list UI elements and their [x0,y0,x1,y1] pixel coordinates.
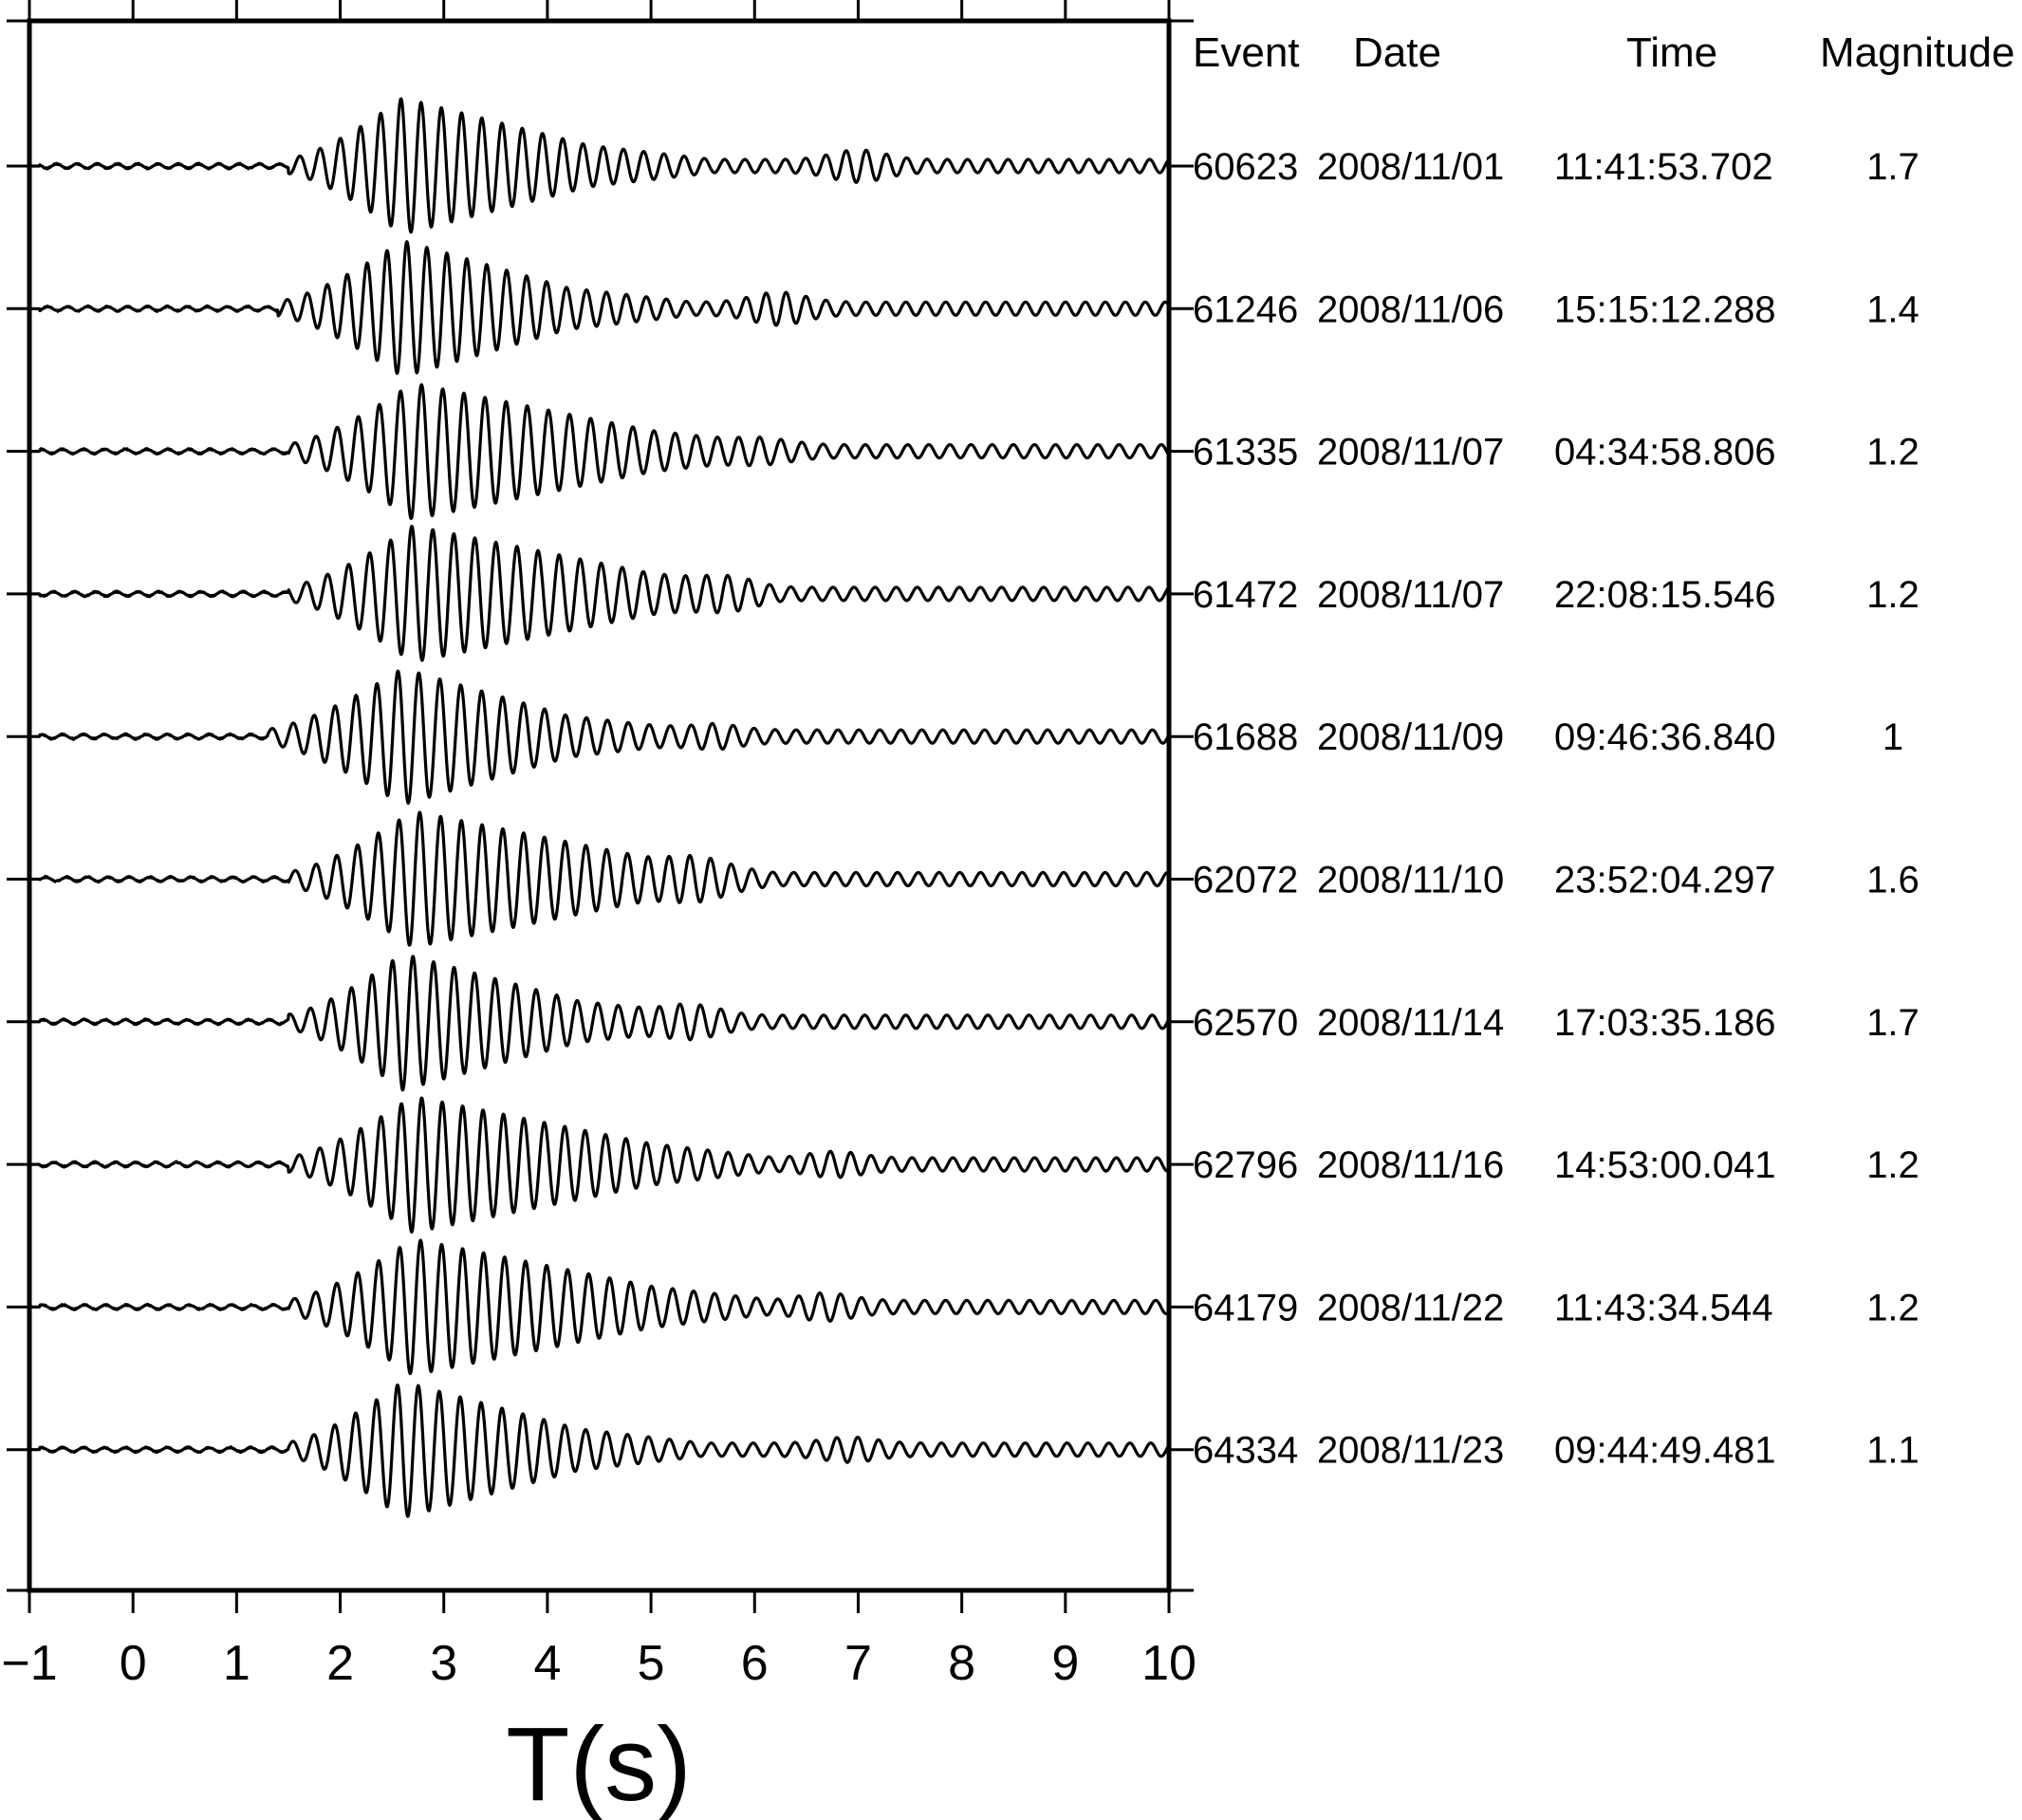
waveform-62570 [28,955,1171,1092]
header-time: Time [1626,29,1717,76]
x-tick-label: 6 [741,1636,769,1691]
waveform-61472 [28,525,1171,662]
cell-date: 2008/11/14 [1317,1002,1504,1044]
cell-event: 61246 [1193,288,1298,330]
cell-event: 62072 [1193,860,1298,901]
cell-event: 64334 [1193,1430,1298,1472]
header-date: Date [1353,29,1441,76]
cell-date: 2008/11/01 [1317,146,1504,188]
x-tick-label: 3 [430,1636,457,1691]
waveform-61246 [28,240,1171,375]
cell-time: 09:46:36.840 [1554,716,1776,758]
x-tick-label: 9 [1051,1636,1079,1691]
cell-date: 2008/11/22 [1317,1287,1504,1328]
cell-magnitude: 1.1 [1866,1430,1920,1472]
x-tick-label: 1 [223,1636,250,1691]
cell-time: 14:53:00.041 [1554,1144,1776,1186]
cell-time: 23:52:04.297 [1554,860,1776,901]
cell-time: 15:15:12.288 [1554,288,1776,330]
cell-event: 61688 [1193,716,1298,758]
waveform-61688 [28,669,1171,805]
cell-magnitude: 1.6 [1866,860,1920,901]
cell-magnitude: 1.2 [1866,432,1920,474]
waveform-62796 [28,1096,1171,1234]
x-tick-label: 10 [1141,1636,1197,1691]
cell-event: 61335 [1193,432,1298,474]
event-table: Event Date Time Magnitude 60623 2008/11/0… [1193,29,2014,1472]
cell-magnitude: 1.2 [1866,574,1920,616]
cell-time: 17:03:35.186 [1554,1002,1776,1044]
cell-time: 11:41:53.702 [1554,146,1773,188]
cell-magnitude: 1.2 [1866,1144,1920,1186]
cell-time: 04:34:58.806 [1554,432,1776,474]
cell-date: 2008/11/23 [1317,1430,1504,1472]
cell-time: 11:43:34.544 [1554,1287,1773,1328]
cell-date: 2008/11/16 [1317,1144,1504,1186]
cell-date: 2008/11/07 [1317,432,1504,474]
plot-frame [27,18,1172,1593]
x-tick-label: 7 [844,1636,872,1691]
cell-time: 22:08:15.546 [1554,574,1776,616]
cell-event: 62570 [1193,1002,1298,1044]
cell-date: 2008/11/06 [1317,288,1504,330]
cell-event: 60623 [1193,146,1298,188]
x-tick-label: 4 [533,1636,561,1691]
x-tick-label: 5 [638,1636,665,1691]
waveform-60623 [28,97,1171,234]
cell-magnitude: 1.2 [1866,1287,1920,1328]
cell-magnitude: 1 [1883,716,1903,758]
waveform-64334 [28,1384,1171,1518]
cell-event: 61472 [1193,574,1298,616]
cell-event: 64179 [1193,1287,1298,1328]
header-event: Event [1193,29,1300,76]
header-magnitude: Magnitude [1820,29,2014,76]
x-tick-label: 2 [326,1636,354,1691]
cell-magnitude: 1.7 [1866,146,1920,188]
y-ticks [7,19,1194,1592]
cell-date: 2008/11/07 [1317,574,1504,616]
cell-event: 62796 [1193,1144,1298,1186]
waveform-traces [28,97,1171,1518]
cell-time: 09:44:49.481 [1554,1430,1776,1472]
waveform-62072 [28,810,1171,947]
cell-magnitude: 1.4 [1866,288,1920,330]
x-tick-label: 8 [948,1636,975,1691]
x-ticks: −1 0 1 2 3 4 5 6 7 8 9 10 [1,0,1197,1691]
x-axis-label: T(s) [506,1706,691,1820]
cell-date: 2008/11/10 [1317,860,1504,901]
cell-date: 2008/11/09 [1317,716,1504,758]
cell-magnitude: 1.7 [1866,1002,1920,1044]
waveform-64179 [28,1238,1171,1376]
x-tick-label: 0 [120,1636,147,1691]
x-tick-label: −1 [1,1636,57,1691]
waveform-61335 [28,382,1171,520]
